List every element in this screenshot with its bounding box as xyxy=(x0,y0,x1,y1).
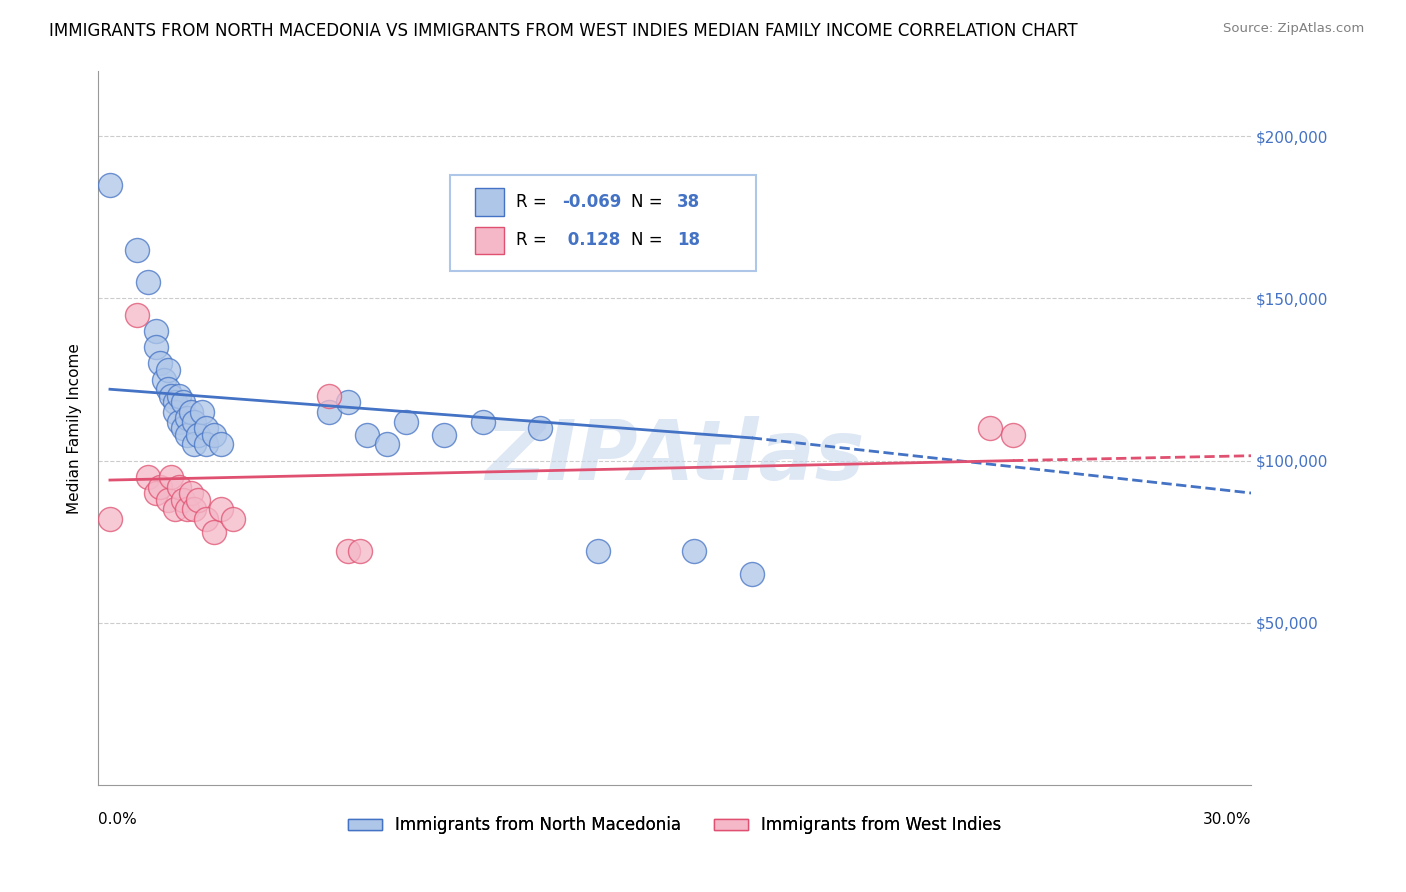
Text: 0.128: 0.128 xyxy=(562,232,620,250)
Text: -0.069: -0.069 xyxy=(562,193,621,211)
Point xyxy=(156,363,179,377)
Point xyxy=(125,308,148,322)
FancyBboxPatch shape xyxy=(475,188,505,216)
Point xyxy=(349,544,371,558)
Point xyxy=(741,567,763,582)
Point xyxy=(165,502,187,516)
Text: Source: ZipAtlas.com: Source: ZipAtlas.com xyxy=(1223,22,1364,36)
Point xyxy=(337,544,360,558)
Text: ZIPAtlas: ZIPAtlas xyxy=(485,417,865,497)
Point xyxy=(195,421,218,435)
Legend: Immigrants from North Macedonia, Immigrants from West Indies: Immigrants from North Macedonia, Immigra… xyxy=(342,810,1008,841)
Text: R =: R = xyxy=(516,193,551,211)
Point xyxy=(187,492,209,507)
Point xyxy=(180,405,202,419)
Point xyxy=(195,437,218,451)
Text: 38: 38 xyxy=(678,193,700,211)
Point xyxy=(160,470,183,484)
Point xyxy=(183,415,205,429)
Text: 18: 18 xyxy=(678,232,700,250)
Point xyxy=(979,421,1001,435)
Point xyxy=(145,340,167,354)
Text: IMMIGRANTS FROM NORTH MACEDONIA VS IMMIGRANTS FROM WEST INDIES MEDIAN FAMILY INC: IMMIGRANTS FROM NORTH MACEDONIA VS IMMIG… xyxy=(49,22,1078,40)
Point xyxy=(98,178,121,192)
Point xyxy=(160,389,183,403)
Point xyxy=(145,324,167,338)
Point xyxy=(318,405,340,419)
Point xyxy=(149,479,172,493)
Point xyxy=(167,389,190,403)
Point xyxy=(433,427,456,442)
Point xyxy=(471,415,494,429)
Point xyxy=(145,486,167,500)
Point xyxy=(209,502,232,516)
Point xyxy=(172,395,194,409)
Point xyxy=(152,372,174,386)
Point xyxy=(209,437,232,451)
Point xyxy=(176,502,198,516)
Point xyxy=(165,405,187,419)
Text: N =: N = xyxy=(631,232,668,250)
Point xyxy=(156,492,179,507)
Point xyxy=(156,382,179,396)
Point xyxy=(191,405,214,419)
Text: N =: N = xyxy=(631,193,668,211)
Point xyxy=(395,415,418,429)
Point xyxy=(149,356,172,370)
Point xyxy=(176,427,198,442)
Point xyxy=(337,395,360,409)
Point xyxy=(375,437,398,451)
Point xyxy=(172,421,194,435)
Text: 30.0%: 30.0% xyxy=(1204,813,1251,827)
Point xyxy=(180,486,202,500)
Y-axis label: Median Family Income: Median Family Income xyxy=(67,343,83,514)
Point xyxy=(183,437,205,451)
Point xyxy=(165,395,187,409)
Point xyxy=(187,427,209,442)
FancyBboxPatch shape xyxy=(475,227,505,254)
Point xyxy=(98,512,121,526)
Point xyxy=(183,502,205,516)
Point xyxy=(167,479,190,493)
Point xyxy=(1002,427,1025,442)
Point xyxy=(586,544,609,558)
Text: 0.0%: 0.0% xyxy=(98,813,138,827)
Point xyxy=(683,544,706,558)
Point xyxy=(138,470,160,484)
Point xyxy=(222,512,245,526)
Point xyxy=(125,243,148,257)
Point xyxy=(202,524,225,539)
Point xyxy=(172,492,194,507)
Point xyxy=(167,415,190,429)
Point xyxy=(195,512,218,526)
Point xyxy=(318,389,340,403)
Point xyxy=(356,427,378,442)
Point xyxy=(202,427,225,442)
Point xyxy=(138,275,160,289)
FancyBboxPatch shape xyxy=(450,175,755,271)
Point xyxy=(529,421,551,435)
Text: R =: R = xyxy=(516,232,551,250)
Point xyxy=(176,411,198,425)
